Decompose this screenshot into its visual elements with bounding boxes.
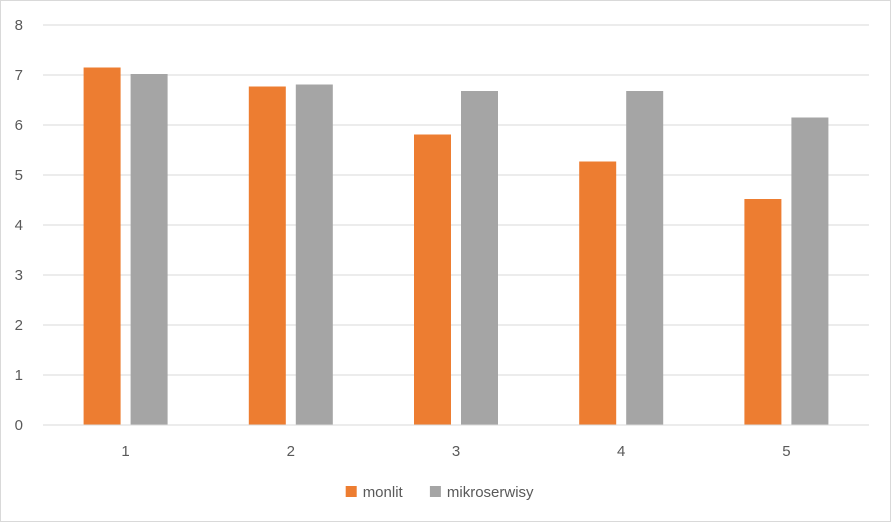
- bar-mikroserwisy-4: [626, 91, 664, 425]
- bar-mikroserwisy-2: [295, 84, 333, 425]
- x-axis-tick-labels: 1 2 3 4 5: [121, 443, 790, 460]
- legend-swatch-mikroserwisy: [429, 486, 441, 497]
- y-tick-label-2: 2: [15, 317, 23, 334]
- x-tick-label-2: 2: [287, 443, 295, 460]
- bar-monlit-4: [579, 161, 617, 425]
- bars: [83, 67, 829, 425]
- x-tick-label-3: 3: [452, 443, 460, 460]
- legend: monlit mikroserwisy: [345, 484, 534, 501]
- y-tick-label-5: 5: [15, 167, 23, 184]
- bar-monlit-1: [83, 67, 121, 425]
- y-tick-label-6: 6: [15, 117, 23, 134]
- bar-mikroserwisy-3: [461, 91, 498, 425]
- y-tick-label-4: 4: [15, 217, 23, 234]
- y-tick-label-7: 7: [15, 67, 23, 84]
- gridlines: [43, 24, 869, 376]
- y-axis-tick-labels: 0 1 2 3 4 5 6 7 8: [15, 17, 23, 434]
- y-tick-label-8: 8: [15, 17, 23, 34]
- x-tick-label-5: 5: [782, 443, 790, 460]
- y-tick-label-3: 3: [15, 267, 23, 284]
- bar-monlit-5: [744, 199, 782, 425]
- x-tick-label-4: 4: [617, 443, 625, 460]
- y-tick-label-1: 1: [15, 367, 23, 384]
- bar-monlit-3: [414, 134, 451, 425]
- bar-monlit-2: [248, 86, 286, 425]
- bar-mikroserwisy-5: [791, 117, 829, 425]
- y-tick-label-0: 0: [15, 417, 23, 434]
- x-tick-label-1: 1: [121, 443, 129, 460]
- legend-swatch-monlit: [345, 486, 357, 497]
- bar-mikroserwisy-1: [130, 74, 168, 425]
- legend-label-mikroserwisy: mikroserwisy: [447, 484, 534, 501]
- legend-label-monlit: monlit: [363, 484, 404, 501]
